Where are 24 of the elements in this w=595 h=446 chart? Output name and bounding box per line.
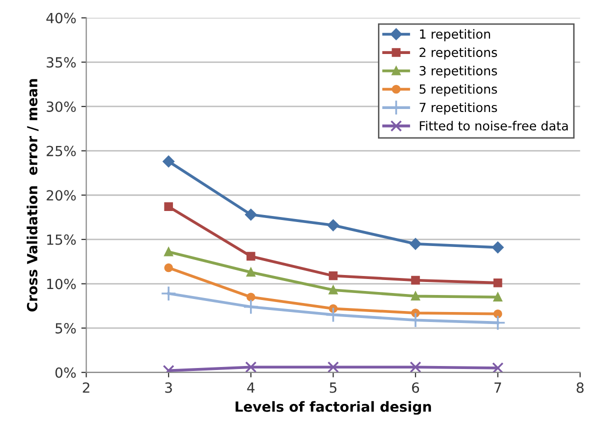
x-tick-label: 4 bbox=[247, 382, 255, 393]
x-tick-label: 8 bbox=[576, 382, 584, 393]
x-tick-label: 5 bbox=[330, 382, 336, 393]
x-axis-title: Levels of factorial design bbox=[236, 401, 431, 415]
y-tick-label: 30% bbox=[46, 101, 76, 112]
x-tick-label: 7 bbox=[494, 382, 502, 393]
y-tick-label: 35% bbox=[46, 57, 76, 68]
y-tick-label: 5% bbox=[56, 323, 76, 334]
x-tick-label: 3 bbox=[165, 382, 172, 393]
y-tick-label: 25% bbox=[46, 146, 76, 156]
x-tick-label: 6 bbox=[412, 382, 420, 393]
y-tick-label: 0% bbox=[55, 367, 76, 378]
y-axis-title: Cross Validation error / mean bbox=[26, 79, 39, 312]
legend-label: 1 repetition bbox=[420, 29, 490, 42]
y-tick-label: 10% bbox=[47, 278, 76, 290]
y-tick-label: 15% bbox=[47, 234, 76, 245]
y-tick-label: 20% bbox=[46, 190, 76, 201]
x-tick-label: 2 bbox=[82, 382, 90, 393]
legend-label: Fitted to noise-free data bbox=[420, 120, 568, 131]
legend-label: 3 repetitions bbox=[420, 66, 497, 78]
legend-label: 7 repetitions bbox=[420, 102, 497, 115]
legend-label: 2 repetitions bbox=[420, 47, 497, 60]
legend-label: 5 repetitions bbox=[420, 84, 497, 96]
y-tick-label: 40% bbox=[46, 12, 76, 24]
